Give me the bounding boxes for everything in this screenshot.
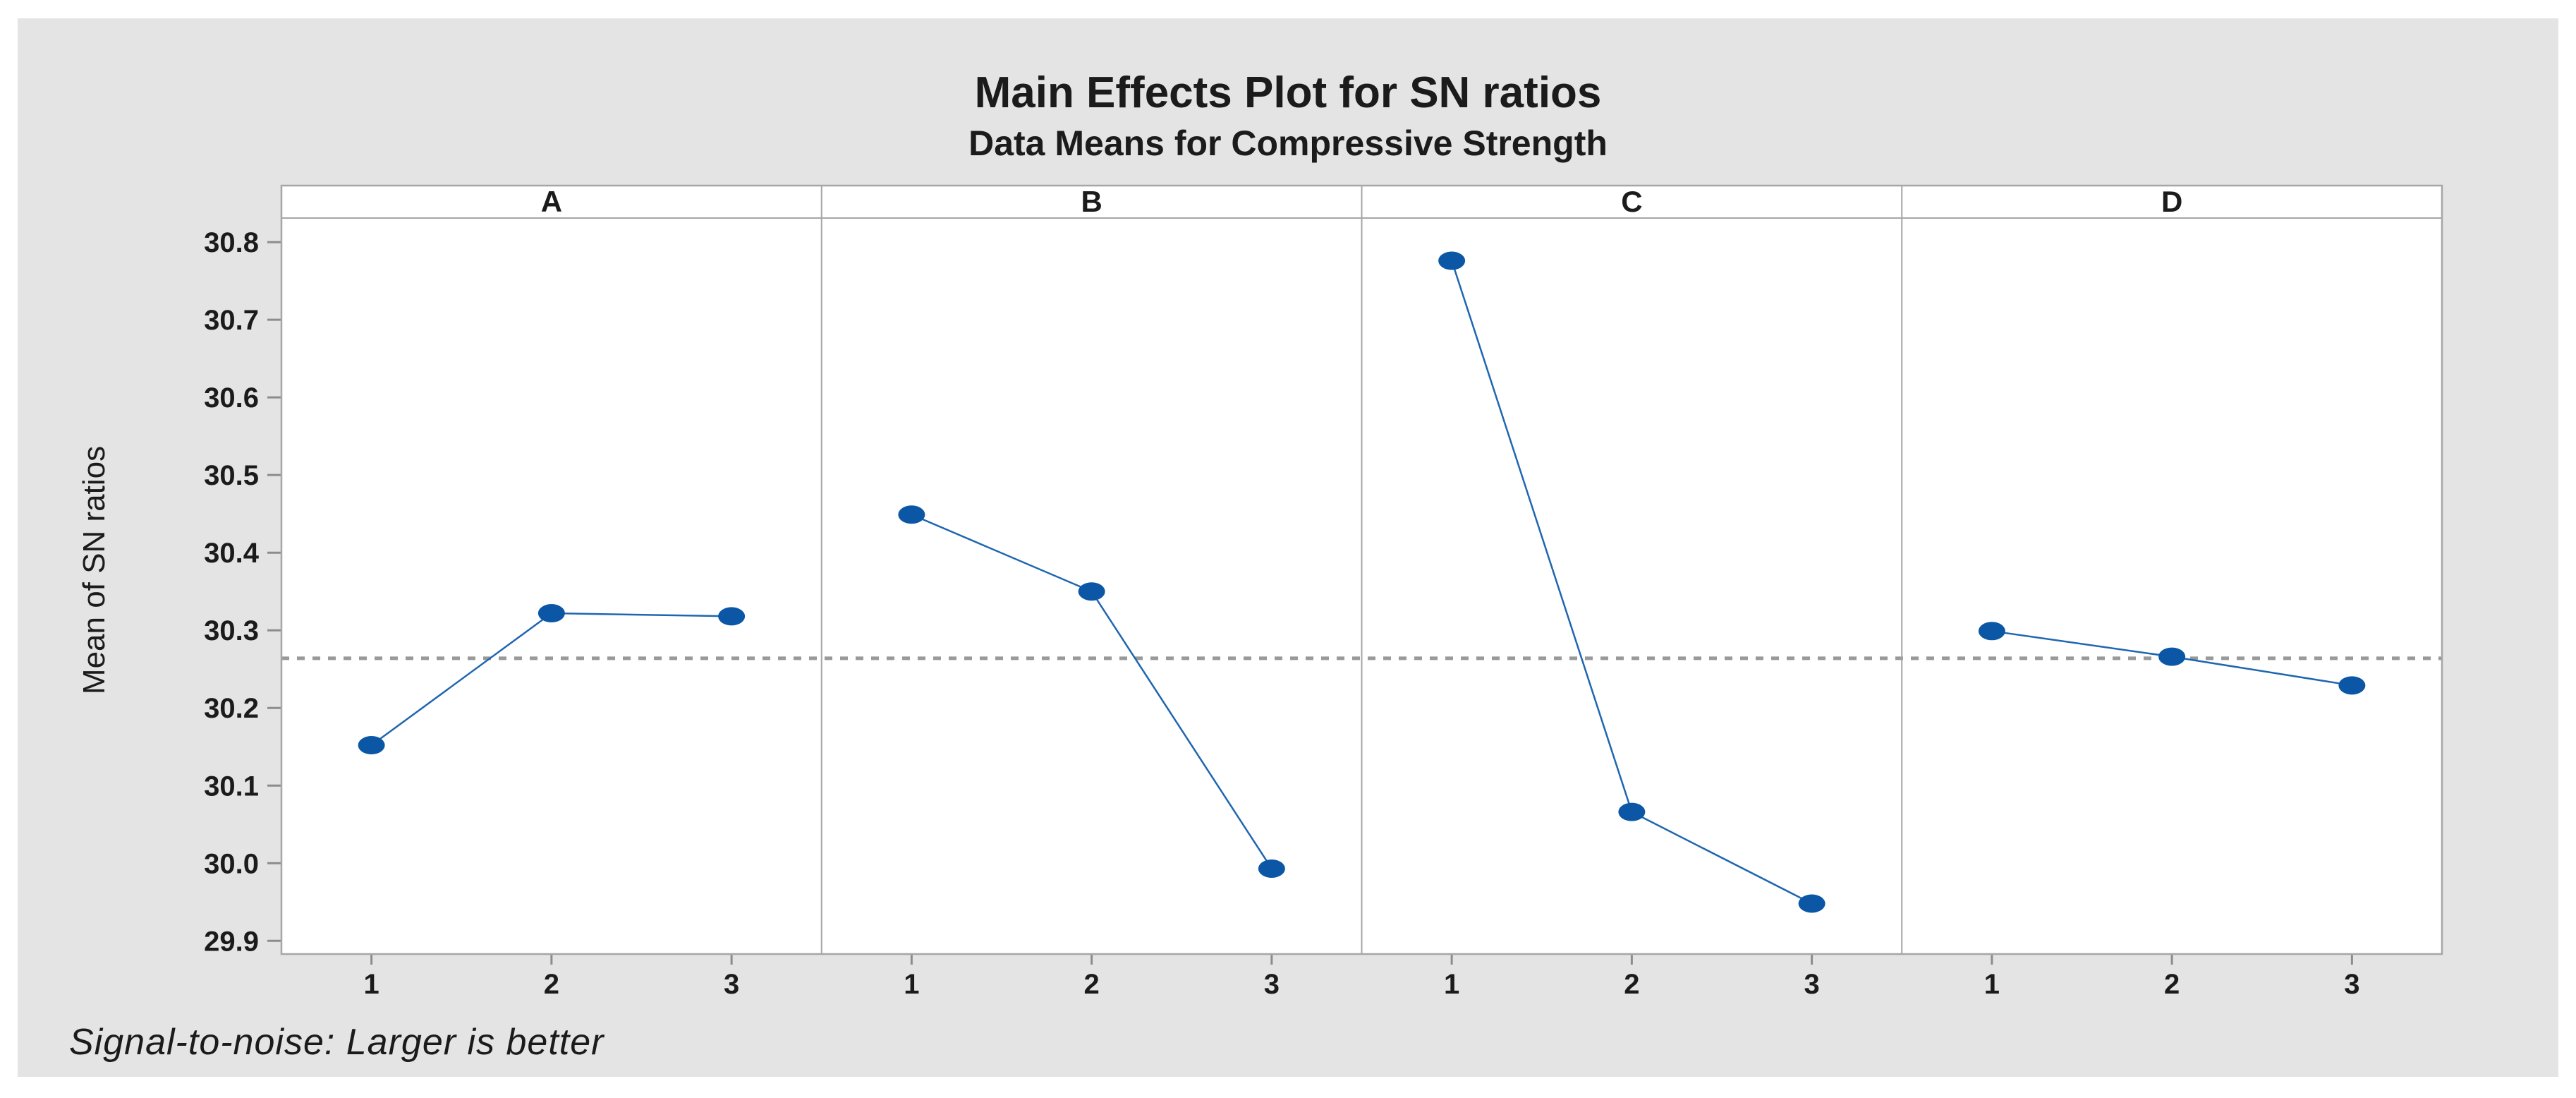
y-tick-label: 30.4 xyxy=(204,538,260,569)
chart-content: 29.9 30.0 30.1 30.2 30.3 30.4 30.5 30.6 30.7 30.8… xyxy=(204,184,2443,1000)
x-tick-label: 1 xyxy=(364,969,379,1000)
x-tick-label: 3 xyxy=(2344,969,2359,1000)
y-tick-label: 30.1 xyxy=(204,771,259,802)
x-tick-label: 3 xyxy=(1264,969,1280,1000)
data-point-B-3 xyxy=(1258,859,1285,878)
x-tick-label: 3 xyxy=(1804,969,1820,1000)
x-tick-label: 2 xyxy=(1624,969,1639,1000)
y-tick-label: 30.0 xyxy=(204,848,259,879)
panel-label-C: C xyxy=(1621,185,1642,218)
y-tick-label: 30.2 xyxy=(204,693,259,724)
x-tick-label: 3 xyxy=(724,969,739,1000)
panel-label-A: A xyxy=(541,185,562,218)
panel-label-D: D xyxy=(2161,185,2182,218)
y-tick-label: 30.3 xyxy=(204,615,259,646)
data-point-B-2 xyxy=(1078,582,1105,601)
x-tick-label: 1 xyxy=(1984,969,2000,1000)
footer-note: Signal-to-noise: Larger is better xyxy=(69,1022,605,1063)
y-tick-label: 30.6 xyxy=(204,382,259,414)
x-tick-label: 2 xyxy=(544,969,559,1000)
data-point-C-3 xyxy=(1798,894,1825,913)
y-tick-label: 29.9 xyxy=(204,926,259,957)
data-point-D-3 xyxy=(2338,676,2366,695)
panel-label-B: B xyxy=(1081,185,1102,218)
x-tick-label: 2 xyxy=(1084,969,1100,1000)
chart-title: Main Effects Plot for SN ratios xyxy=(975,68,1602,117)
data-point-A-1 xyxy=(358,736,385,755)
data-point-C-2 xyxy=(1618,802,1646,821)
y-tick-label: 30.7 xyxy=(204,305,259,336)
data-point-A-3 xyxy=(718,607,746,626)
data-point-A-2 xyxy=(537,604,565,623)
y-axis-title: Mean of SN ratios xyxy=(77,446,111,694)
data-point-D-1 xyxy=(1978,622,2005,641)
data-point-C-1 xyxy=(1438,251,1466,270)
chart-subtitle: Data Means for Compressive Strength xyxy=(968,123,1608,163)
x-tick-label: 1 xyxy=(904,969,919,1000)
x-tick-label: 1 xyxy=(1444,969,1459,1000)
data-point-D-2 xyxy=(2158,647,2186,666)
x-tick-label: 2 xyxy=(2164,969,2180,1000)
y-tick-label: 30.8 xyxy=(204,227,259,258)
y-tick-label: 30.5 xyxy=(204,460,259,491)
data-point-B-1 xyxy=(898,505,925,524)
